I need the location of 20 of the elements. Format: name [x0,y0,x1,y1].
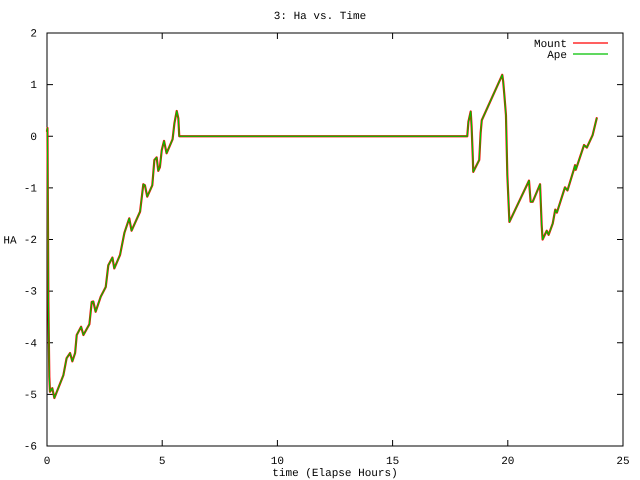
y-tick-label: -3 [24,286,37,299]
x-axis-title: time (Elapse Hours) [272,468,398,480]
y-tick-label: -4 [24,338,38,350]
y-tick-label: -2 [24,235,37,248]
x-tick-label: 10 [270,456,284,468]
legend-label: Mount [534,39,567,51]
x-tick-label: 15 [386,456,400,468]
x-tick-label: 20 [501,456,514,468]
x-tick-label: 0 [44,456,50,468]
y-tick-label: 0 [30,132,37,144]
x-tick-label: 25 [616,456,630,468]
y-axis-title: HA [3,236,17,248]
y-tick-label: 2 [30,28,37,41]
y-tick-label: -6 [24,442,37,454]
y-tick-label: -5 [24,390,37,402]
legend-label: Ape [547,50,567,62]
y-tick-label: -1 [24,183,38,196]
y-tick-label: 1 [30,80,38,92]
x-tick-label: 5 [158,456,166,468]
chart-title: 3: Ha vs. Time [274,11,366,23]
